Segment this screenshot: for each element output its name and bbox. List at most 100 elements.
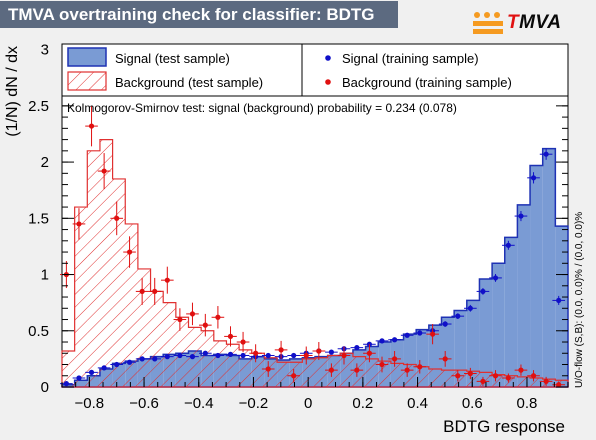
x-axis-label: BDTG response [443,417,565,436]
background-test-bin [403,364,417,387]
data-point [152,356,158,362]
y-tick-label: 2.5 [28,98,49,115]
data-point [227,351,234,357]
legend-marker-signal-training [325,55,331,61]
background-test-bin [555,380,568,387]
data-point [556,297,562,304]
data-point [556,382,562,388]
legend-label-signal-training: Signal (training sample) [342,51,479,66]
chart-title: TMVA overtraining check for classifier: … [0,1,398,28]
background-test-bin [125,223,138,387]
data-point [215,352,221,359]
background-test-bin [175,317,189,387]
background-test-bin [137,268,151,387]
data-point [442,356,448,362]
background-test-bin [517,376,531,387]
background-test-bin [504,375,518,387]
signal-training-points [60,148,566,387]
background-test-bin [340,353,353,387]
background-test-bin [201,330,214,387]
overflow-annotation: U/O-flow (S,B): (0.0, 0.0)% / (0.0, 0.0)… [574,212,585,388]
data-point [417,330,423,336]
background-test-bin [264,357,278,387]
logo-mark-icon [473,12,503,34]
data-point [202,322,208,328]
background-test-bin [87,150,100,387]
data-point [240,339,246,345]
data-point [88,369,95,375]
data-point [126,359,133,365]
x-tick-label: 0 [304,395,312,412]
data-point [177,352,183,359]
data-point [265,352,271,359]
data-point [164,354,170,360]
legend-marker-background-training [325,79,331,85]
signal-test-bin [454,310,467,387]
background-test-bin [163,302,176,387]
data-point [316,348,322,354]
data-point [152,288,158,295]
x-tick-label: 0.4 [407,395,428,412]
data-point [278,347,284,353]
data-point [265,366,271,372]
y-tick-label: 2 [41,154,49,171]
background-test-bin [150,291,164,387]
data-point [328,367,335,373]
data-point [391,337,398,343]
tmva-logo [473,12,503,34]
legend-label-background-test: Background (test sample) [115,75,263,90]
data-point [189,311,196,317]
x-tick-label: −0.8 [75,395,105,412]
background-test-outline [61,138,569,388]
data-point [543,151,549,157]
background-test-bin [74,207,88,387]
data-point [202,350,208,356]
data-point [467,305,473,311]
signal-test-bin [555,226,568,387]
background-test-bin [352,356,366,387]
data-point [114,215,120,221]
data-point [404,367,410,373]
data-point [164,277,170,283]
y-tick-label: 1 [41,267,49,284]
data-point [291,352,297,359]
background-test-histogram [61,138,569,388]
data-point [404,332,410,338]
y-tick-label: 0 [41,379,49,396]
background-test-bin [390,363,404,387]
signal-test-bin [542,148,556,387]
y-axis-label: (1/N) dN / dx [4,46,21,137]
legend-swatch-background-test [67,71,107,91]
data-point [505,242,511,248]
x-tick-label: 0.2 [352,395,373,412]
data-point [291,373,297,379]
background-test-bin [542,379,556,387]
data-point [417,364,423,370]
data-point [379,338,385,344]
background-training-points [60,105,566,388]
legend-swatch-signal-test [67,47,107,67]
x-tick-label: −0.4 [184,395,214,412]
x-tick-label: −0.2 [239,395,269,412]
data-point [455,373,461,379]
data-point [253,350,259,356]
data-point [455,313,461,319]
data-point [63,381,69,387]
data-point [530,373,537,379]
x-tick-label: 0.8 [517,395,538,412]
data-point [101,168,107,174]
data-point [430,331,436,337]
data-point [240,352,246,359]
data-point [366,350,373,356]
background-test-bin [530,378,543,387]
signal-test-bin [517,204,531,387]
data-point [139,356,145,362]
ks-annotation: Kolmogorov-Smirnov test: signal (backgro… [67,101,457,115]
signal-test-bin [479,279,493,387]
data-point [354,345,360,351]
data-point [518,367,524,373]
background-test-bin [251,353,265,387]
data-point [76,221,82,227]
background-test-bin [99,139,113,387]
